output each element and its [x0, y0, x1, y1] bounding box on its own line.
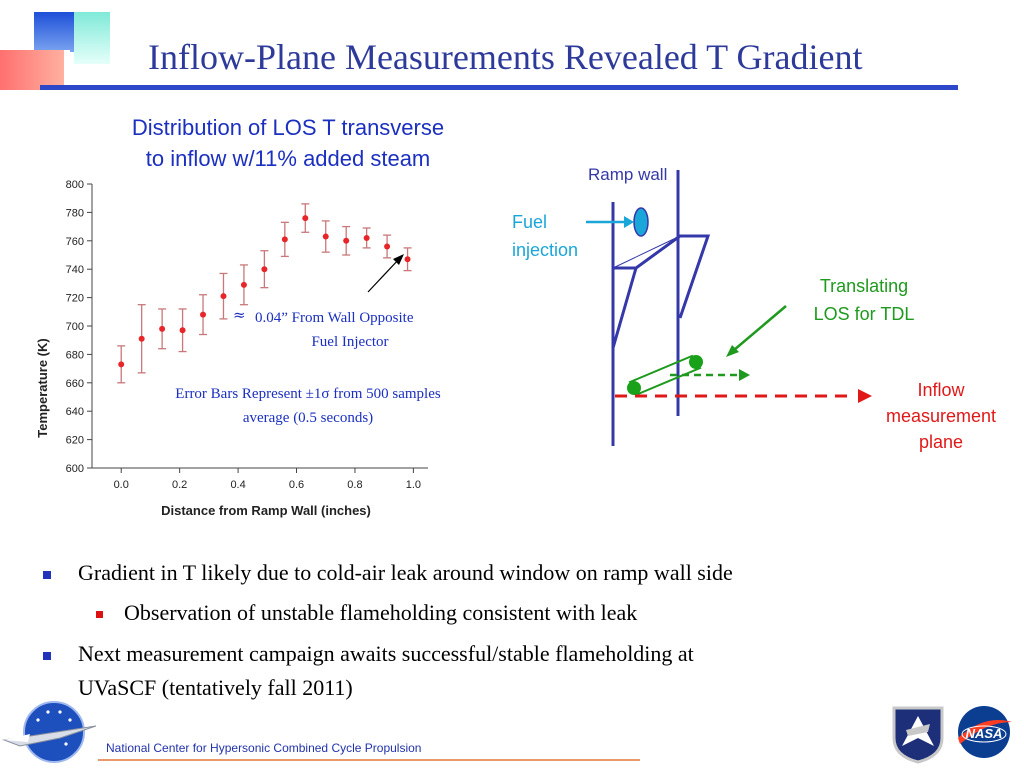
data-point	[343, 237, 350, 244]
ncc-logo	[2, 701, 97, 763]
bullet-2: Observation of unstable flameholding con…	[124, 600, 638, 625]
los-point-start	[627, 381, 641, 395]
translating-arrow	[733, 305, 787, 351]
annotation-arrow	[367, 257, 401, 293]
data-point	[138, 335, 145, 342]
bullet-3-line-2: UVaSCF (tentatively fall 2011)	[78, 675, 353, 700]
translating-label-line-2: LOS for TDL	[814, 304, 915, 324]
bullet-marker-2	[96, 611, 103, 618]
data-point	[200, 311, 207, 318]
inflow-label-line-3: plane	[919, 432, 963, 452]
y-tick-label: 680	[66, 349, 84, 361]
translating-arrowhead	[726, 345, 739, 357]
y-tick-label: 700	[66, 321, 84, 333]
data-point	[261, 266, 268, 273]
y-tick-label: 720	[66, 293, 84, 305]
los-point-end	[689, 355, 703, 369]
chart-title-line-1: Distribution of LOS T transverse	[131, 115, 445, 140]
x-tick-label: 0.2	[172, 479, 187, 491]
annotation-label-line-1: 0.04” From Wall Opposite	[255, 310, 414, 326]
page-title: Inflow-Plane Measurements Revealed T Gra…	[148, 37, 863, 77]
y-tick-label: 780	[66, 207, 84, 219]
data-point	[404, 256, 411, 263]
air-force-crest	[892, 706, 944, 764]
y-tick-label: 660	[66, 378, 84, 390]
inflow-label-line-1: Inflow	[917, 380, 965, 400]
inflow-arrowhead	[858, 389, 872, 403]
y-tick-label: 740	[66, 264, 84, 276]
y-tick-label: 640	[66, 406, 84, 418]
x-axis-label: Distance from Ramp Wall (inches)	[161, 503, 371, 518]
error-note-line-2: average (0.5 seconds)	[243, 410, 373, 426]
inflow-label-line-2: measurement	[886, 406, 996, 426]
data-point	[302, 215, 309, 222]
data-point	[363, 234, 370, 241]
nasa-logo-text: NASA	[966, 726, 1003, 741]
chart-marks	[117, 203, 412, 384]
ramp-diagram: Ramp wall Fuel injection Translating LOS…	[512, 165, 996, 452]
chart-title-line-2: to inflow w/11% added steam	[145, 146, 431, 171]
y-tick-label: 760	[66, 236, 84, 248]
ramp-diagonal	[612, 235, 681, 269]
fuel-label-line-1: Fuel	[512, 212, 547, 232]
corner-decoration	[0, 0, 130, 100]
data-point	[179, 327, 186, 334]
translating-label-line-1: Translating	[820, 276, 908, 296]
annotation-label-line-2: Fuel Injector	[311, 334, 388, 350]
data-point	[220, 293, 227, 300]
data-point	[159, 325, 166, 332]
x-tick-label: 0.8	[347, 479, 362, 491]
y-tick-label: 600	[66, 463, 84, 475]
y-tick-label: 620	[66, 435, 84, 447]
bullet-1: Gradient in T likely due to cold-air lea…	[78, 560, 733, 585]
los-translation-arrowhead	[739, 369, 750, 381]
footer-divider	[98, 759, 640, 761]
chart-title: Distribution of LOS T transverse to infl…	[80, 112, 496, 174]
bullet-marker-1	[43, 571, 51, 579]
ramp-wall-label: Ramp wall	[588, 165, 667, 184]
x-tick-label: 0.0	[114, 479, 129, 491]
data-point	[240, 281, 247, 288]
data-point	[322, 233, 329, 240]
title-divider	[40, 85, 958, 90]
footer-text: National Center for Hypersonic Combined …	[106, 741, 422, 755]
ramp-outline	[611, 234, 711, 349]
temperature-chart: 600 620 640 660 680 700 720 740 760 780 800 0.0 0.2 0…	[35, 179, 441, 518]
y-axis-label: Temperature (K)	[35, 338, 50, 437]
bullet-marker-3	[43, 652, 51, 660]
error-note-line-1: Error Bars Represent ±1σ from 500 sample…	[175, 386, 441, 402]
data-point	[281, 236, 288, 243]
annotation-arrowhead	[393, 254, 404, 265]
fuel-label-line-2: injection	[512, 240, 578, 260]
bullet-3-line-1: Next measurement campaign awaits success…	[78, 641, 694, 666]
y-tick-label: 800	[66, 179, 84, 191]
chart-axes: 600 620 640 660 680 700 720 740 760 780 800 0.0 0.2 0…	[66, 179, 428, 491]
x-tick-label: 0.4	[230, 479, 245, 491]
approx-symbol: ≈	[233, 306, 246, 324]
fuel-injector-ellipse	[633, 207, 649, 237]
data-point	[384, 243, 391, 250]
x-tick-label: 0.6	[289, 479, 304, 491]
data-point	[118, 361, 125, 368]
fuel-arrowhead	[624, 216, 634, 228]
nasa-logo: NASA	[958, 706, 1012, 758]
x-tick-label: 1.0	[406, 479, 421, 491]
